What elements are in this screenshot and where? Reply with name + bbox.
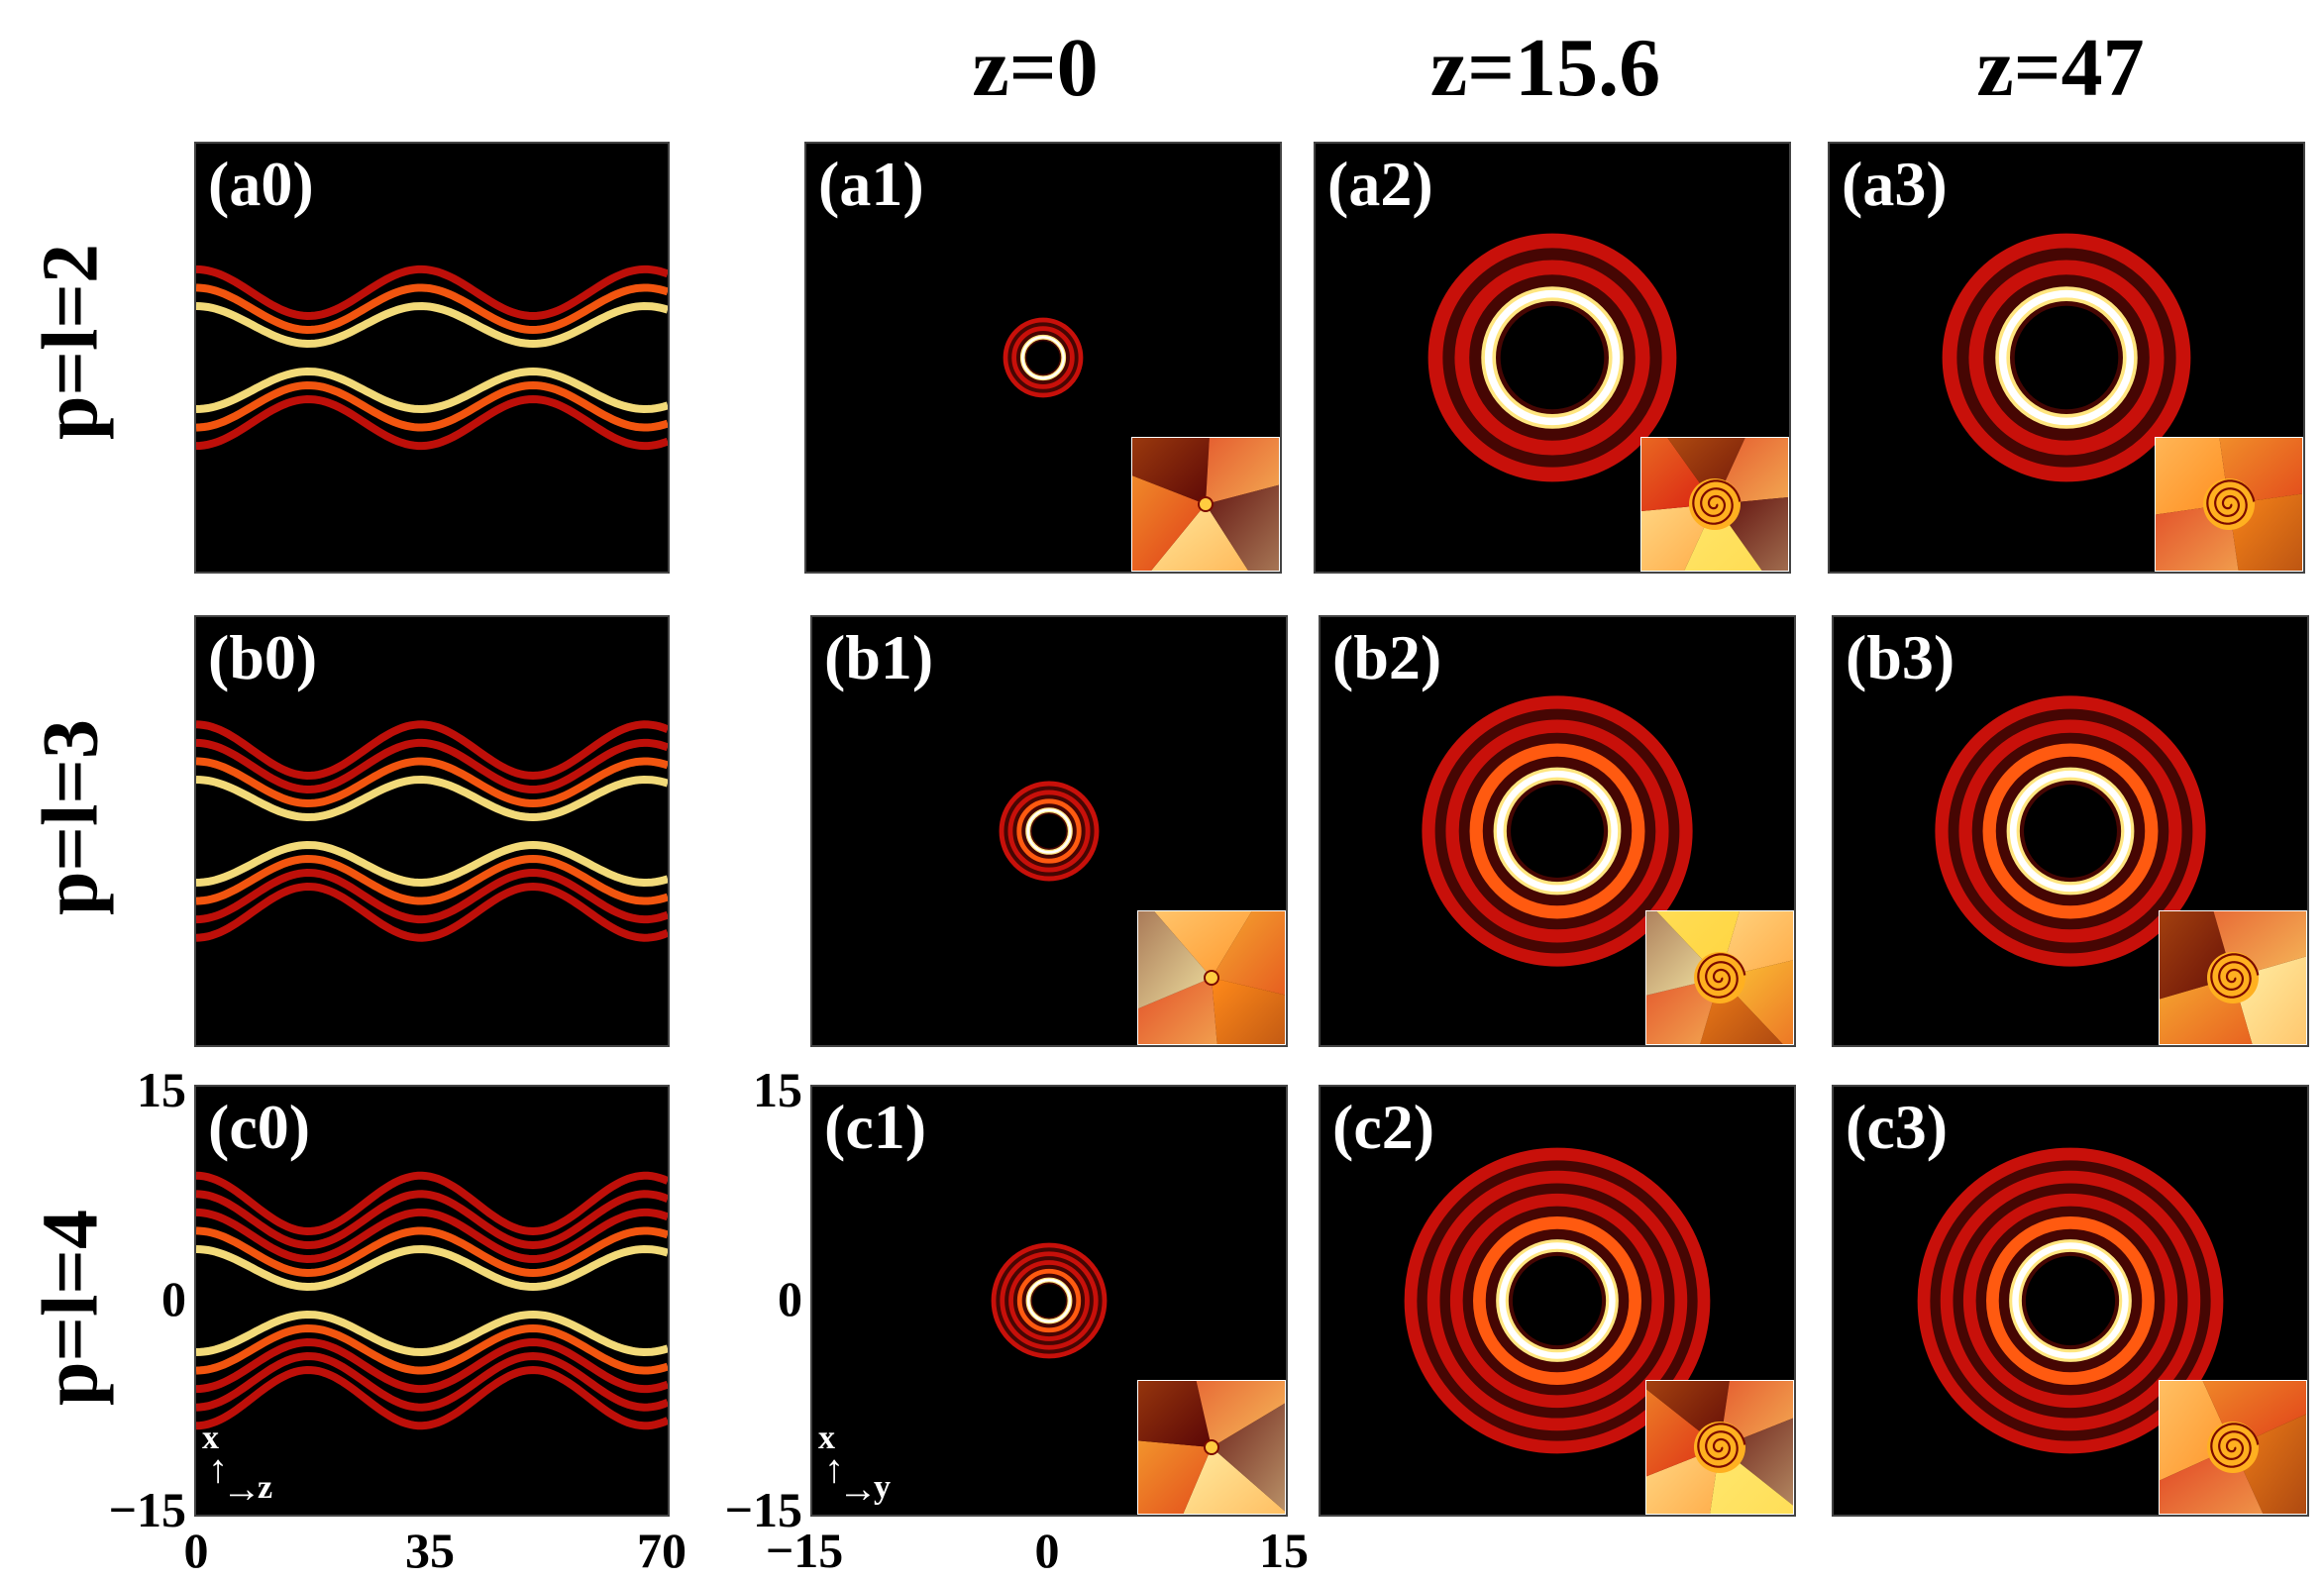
phase-inset-c3: [2159, 1380, 2307, 1515]
phase-inset-a2: [1640, 437, 1789, 572]
axis-tag-x-c0: x: [202, 1420, 219, 1456]
column-title-z47: z=47: [1976, 22, 2145, 114]
panel-c1: (c1) x ↑ → y: [810, 1085, 1288, 1517]
panel-a1: (a1): [804, 142, 1282, 574]
panel-label-b2: (b2): [1332, 622, 1442, 692]
panel-label-a3: (a3): [1842, 149, 1948, 219]
panel-label-c1: (c1): [824, 1092, 927, 1162]
row-label-a: p=l=2: [27, 244, 115, 440]
phase-plot-b3: [2160, 911, 2306, 1044]
wave-plot-a0: [196, 264, 668, 451]
ring-plot-a2: [1427, 233, 1677, 482]
ring-plot-c1: [991, 1242, 1108, 1359]
phase-inset-b3: [2159, 910, 2307, 1045]
arrow-right-icon: →: [222, 1466, 262, 1511]
arrow-right-icon: →: [838, 1466, 878, 1511]
row-label-b: p=l=3: [27, 719, 115, 915]
wave-plot-b0: [196, 720, 668, 942]
phase-inset-b1: [1137, 910, 1286, 1045]
phase-inset-b2: [1645, 910, 1794, 1045]
phase-plot-c1: [1138, 1381, 1285, 1514]
panel-label-b1: (b1): [824, 622, 934, 692]
panel-b1: (b1): [810, 615, 1288, 1047]
row-label-c: p=l=4: [27, 1210, 115, 1406]
panel-b0: (b0): [194, 615, 670, 1047]
panel-a3: (a3): [1828, 142, 2305, 574]
tick-x-right-c1: 15: [1259, 1523, 1309, 1578]
tick-x-mid-c1: 0: [1034, 1523, 1060, 1578]
panel-c0: (c0) x ↑ → z: [194, 1085, 670, 1517]
ring-plot-a3: [1942, 233, 2191, 482]
axis-tag-z-c0: z: [258, 1469, 273, 1506]
phase-plot-a3: [2156, 438, 2302, 571]
panel-label-a2: (a2): [1327, 149, 1433, 219]
phase-plot-c2: [1646, 1381, 1793, 1514]
panel-c3: (c3): [1832, 1085, 2309, 1517]
wave-plot-c0: [196, 1171, 668, 1430]
panel-c2: (c2): [1319, 1085, 1796, 1517]
panel-a2: (a2): [1314, 142, 1791, 574]
tick-x-left-c0: 0: [183, 1523, 209, 1578]
phase-plot-b2: [1646, 911, 1793, 1044]
tick-y-bottom-c1: −15: [724, 1482, 803, 1537]
tick-y-mid-c0: 0: [161, 1271, 186, 1326]
ring-plot-b3: [1935, 695, 2206, 967]
ring-plot-b1: [999, 781, 1100, 882]
panel-b3: (b3): [1832, 615, 2309, 1047]
panel-label-b3: (b3): [1846, 622, 1955, 692]
tick-y-top-c1: 15: [753, 1062, 802, 1117]
phase-plot-c3: [2160, 1381, 2306, 1514]
phase-inset-a1: [1131, 437, 1280, 572]
panel-label-a1: (a1): [818, 149, 924, 219]
phase-plot-b1: [1138, 911, 1285, 1044]
panel-label-b0: (b0): [208, 622, 318, 692]
tick-x-mid-c0: 35: [405, 1523, 455, 1578]
phase-plot-a2: [1641, 438, 1788, 571]
axis-tag-x-c1: x: [818, 1420, 835, 1456]
ring-plot-b2: [1422, 695, 1693, 967]
axis-tag-y-c1: y: [874, 1469, 891, 1506]
panel-label-c3: (c3): [1846, 1092, 1949, 1162]
tick-y-bottom-c0: −15: [108, 1482, 187, 1537]
phase-inset-a3: [2155, 437, 2303, 572]
tick-x-left-c1: −15: [765, 1523, 844, 1578]
panel-label-a0: (a0): [208, 149, 314, 219]
panel-b2: (b2): [1319, 615, 1796, 1047]
tick-y-top-c0: 15: [137, 1062, 186, 1117]
ring-plot-c3: [1917, 1147, 2224, 1454]
phase-plot-a1: [1132, 438, 1279, 571]
column-title-z0: z=0: [972, 22, 1099, 114]
arrow-up-icon: ↑: [824, 1446, 844, 1491]
phase-inset-c1: [1137, 1380, 1286, 1515]
panel-label-c2: (c2): [1332, 1092, 1435, 1162]
tick-y-mid-c1: 0: [778, 1271, 802, 1326]
ring-plot-a1: [1003, 317, 1084, 398]
arrow-up-icon: ↑: [208, 1446, 228, 1491]
phase-inset-c2: [1645, 1380, 1794, 1515]
column-title-z15: z=15.6: [1429, 22, 1661, 114]
ring-plot-c2: [1404, 1147, 1711, 1454]
panel-a0: (a0): [194, 142, 670, 574]
panel-label-c0: (c0): [208, 1092, 311, 1162]
tick-x-right-c0: 70: [637, 1523, 687, 1578]
